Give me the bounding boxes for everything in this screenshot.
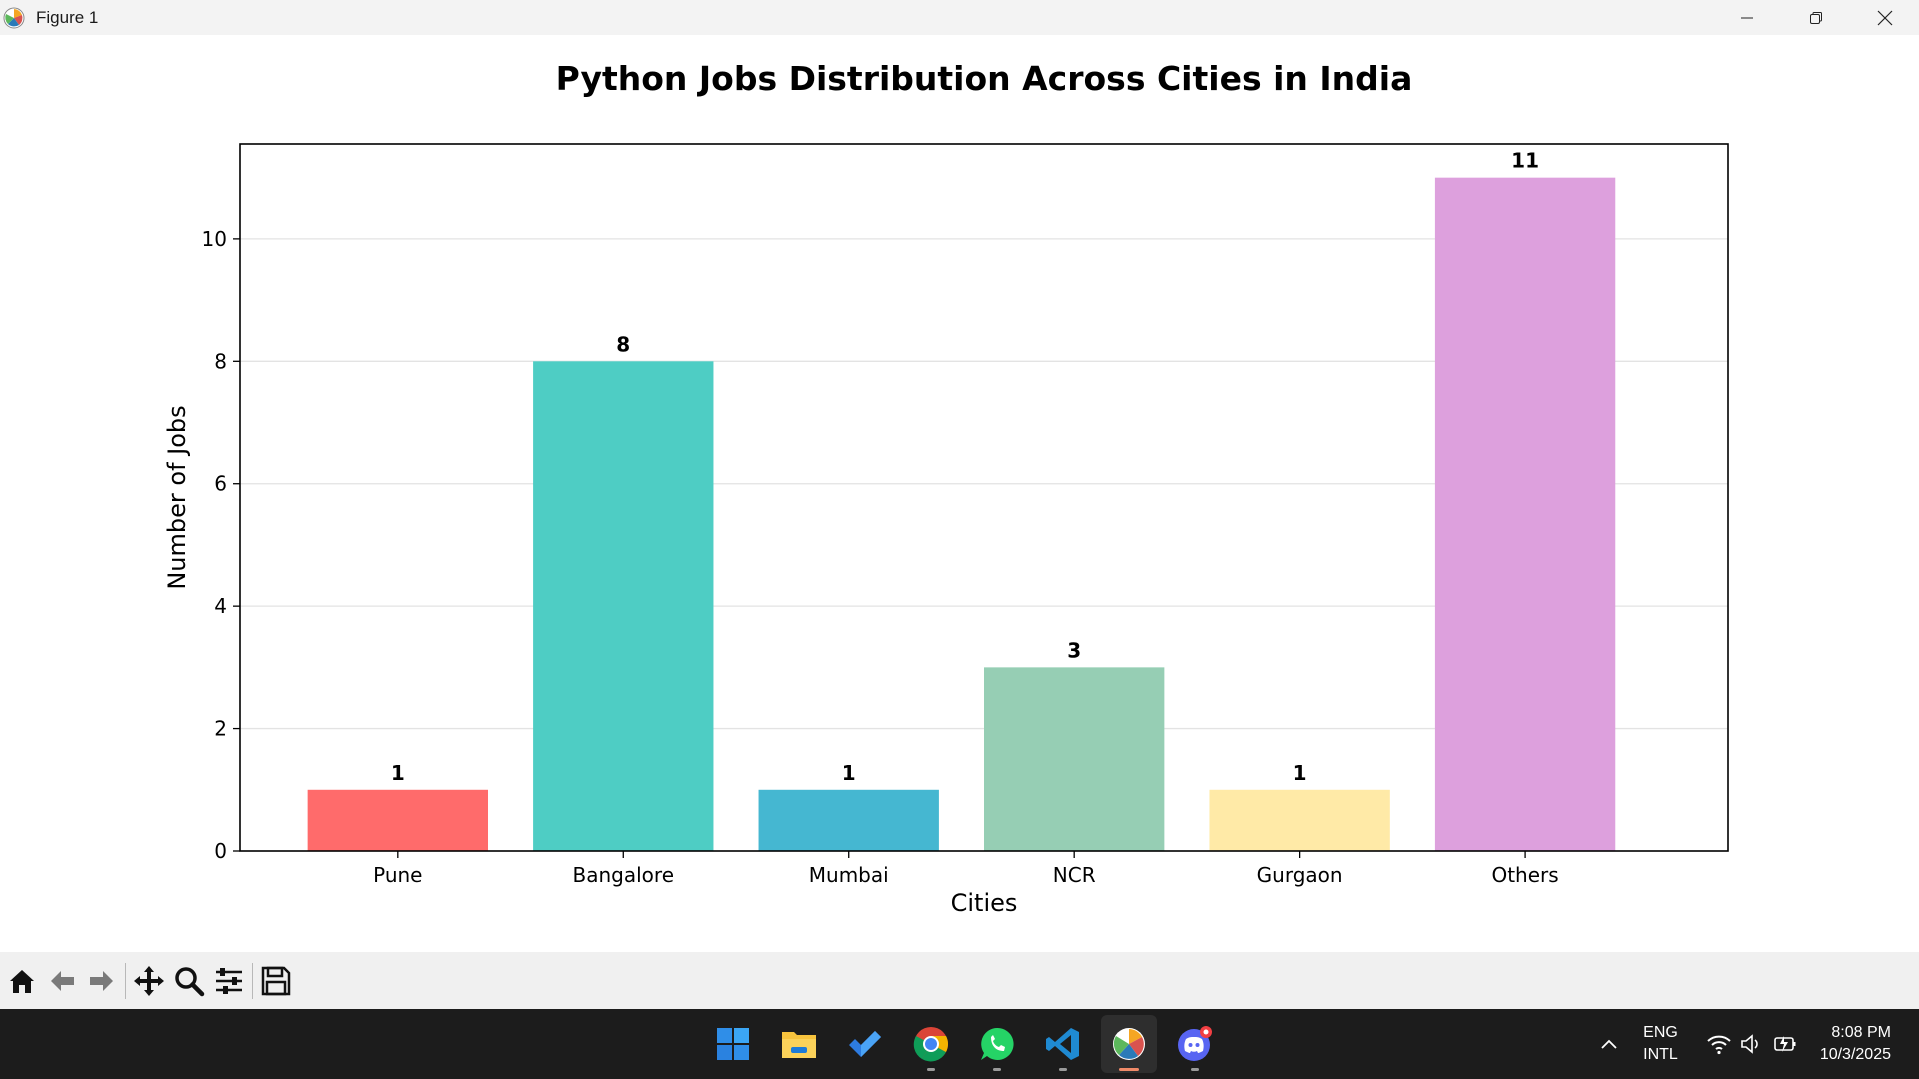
navigation-toolbar [0,952,1919,1009]
input-language-indicator[interactable]: ENG INTL [1643,1022,1678,1066]
vscode-icon [1046,1028,1079,1060]
bar-value-label: 11 [1511,149,1539,173]
bar [984,667,1165,851]
bar-value-label: 1 [391,761,405,785]
axes-frame [239,143,1729,852]
figure-canvas[interactable]: 1 8 1 3 1 11 0 2 4 6 8 10 Pune Bangalore Mumbai NCR Gurg… [0,35,1919,952]
discord-button[interactable] [1167,1015,1223,1073]
close-icon [1877,10,1892,25]
start-icon [717,1028,749,1060]
bar [307,789,488,851]
active-indicator [1119,1068,1139,1071]
show-hidden-icons-button[interactable] [1589,1038,1629,1050]
bar [758,789,939,851]
x-tick-label: Bangalore [573,863,674,887]
forward-button[interactable] [82,961,122,1001]
running-indicator [1191,1068,1199,1071]
x-tick-label: Mumbai [809,863,889,887]
y-tick-label: 2 [214,717,227,741]
taskbar: ENG INTL 8:08 PM 10/3/2025 [0,1009,1919,1079]
chart-title: Python Jobs Distribution Across Cities i… [556,59,1413,98]
wifi-icon [1707,1035,1731,1055]
x-tick-label: Others [1491,863,1558,887]
running-indicator [1059,1068,1067,1071]
pan-icon [134,965,164,996]
window-title-bar: Figure 1 [0,0,1919,35]
x-tick-label: Pune [373,863,422,887]
chevron-up-icon [1601,1039,1617,1049]
vscode-button[interactable] [1035,1015,1091,1073]
configure-subplots-button[interactable] [209,961,249,1001]
matplotlib-icon [3,6,27,30]
toolbar-separator [252,962,253,999]
running-indicator [927,1068,935,1071]
toolbar-separator [125,962,126,999]
x-axis-label: Cities [951,889,1018,917]
minimize-icon [1740,17,1753,18]
back-button[interactable] [42,961,82,1001]
language-code: ENG [1643,1024,1678,1041]
matplotlib-button[interactable] [1101,1015,1157,1073]
pan-button[interactable] [129,961,169,1001]
window-title: Figure 1 [36,7,99,27]
taskbar-clock[interactable]: 8:08 PM 10/3/2025 [1820,1022,1891,1066]
zoom-button[interactable] [169,961,209,1001]
clock-date: 10/3/2025 [1819,1046,1891,1063]
y-tick-label: 8 [214,349,227,373]
whatsapp-button[interactable] [969,1015,1025,1073]
restore-button[interactable] [1781,0,1850,35]
chrome-icon [913,1027,948,1062]
start-button[interactable] [705,1015,761,1073]
volume-icon [1741,1034,1758,1054]
whatsapp-icon [981,1027,1014,1060]
x-tick-label: NCR [1053,863,1096,887]
save-button[interactable] [256,961,296,1001]
matplotlib-icon [1113,1028,1145,1060]
forward-icon [90,970,113,991]
home-icon [10,969,34,993]
y-tick-label: 10 [202,227,227,251]
bar-value-label: 1 [842,761,856,785]
home-button[interactable] [2,961,42,1001]
y-axis-label: Number of Jobs [163,405,191,589]
y-tick-label: 0 [214,839,227,863]
keyboard-layout: INTL [1643,1046,1678,1063]
todo-icon [849,1031,881,1057]
bar [1434,177,1616,851]
bar-value-label: 3 [1067,638,1081,662]
bar [533,361,714,851]
file-explorer-icon [782,1032,816,1058]
y-tick-label: 6 [214,472,227,496]
file-explorer-button[interactable] [771,1015,827,1073]
system-tray-icons[interactable] [1706,1033,1798,1055]
zoom-icon [175,966,205,996]
minimize-button[interactable] [1712,0,1781,35]
discord-icon [1178,1026,1212,1061]
close-button[interactable] [1850,0,1919,35]
todo-button[interactable] [837,1015,893,1073]
save-icon [261,966,291,995]
back-icon [51,970,74,991]
restore-icon [1809,11,1822,24]
battery-charging-icon [1774,1036,1796,1052]
x-tick-label: Gurgaon [1257,863,1343,887]
bar-value-label: 1 [1293,761,1307,785]
configure-subplots-icon [216,967,242,994]
y-tick-label: 4 [214,594,227,618]
chrome-button[interactable] [903,1015,959,1073]
bar [1209,789,1390,851]
running-indicator [993,1068,1001,1071]
clock-time: 8:08 PM [1831,1024,1891,1041]
bar-value-label: 8 [616,332,630,356]
